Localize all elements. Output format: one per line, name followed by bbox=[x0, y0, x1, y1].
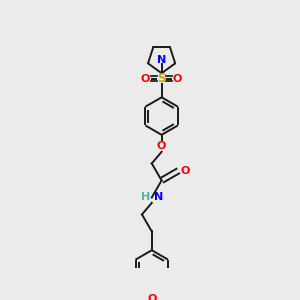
Text: O: O bbox=[157, 141, 166, 152]
Text: O: O bbox=[180, 166, 190, 176]
Text: H: H bbox=[141, 193, 150, 202]
Text: O: O bbox=[141, 74, 150, 84]
Text: N: N bbox=[157, 55, 166, 65]
Text: N: N bbox=[154, 193, 164, 202]
Text: S: S bbox=[157, 72, 166, 85]
Text: O: O bbox=[173, 74, 182, 84]
Text: O: O bbox=[147, 294, 157, 300]
